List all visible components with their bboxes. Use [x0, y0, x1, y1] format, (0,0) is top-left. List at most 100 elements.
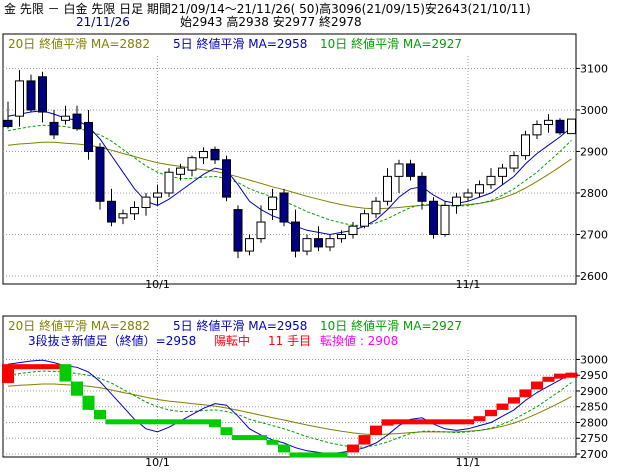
- renko-block: [508, 397, 520, 404]
- renko-block: [186, 419, 198, 425]
- renko-block: [462, 419, 474, 425]
- renko-block: [13, 364, 26, 370]
- renko-block: [117, 419, 129, 425]
- lower-y-tick-label: 2900: [580, 385, 608, 398]
- upper-x-tick-label: 10/1: [145, 278, 170, 291]
- candle-body: [61, 115, 70, 121]
- renko-block: [473, 416, 486, 422]
- renko-block: [255, 435, 267, 441]
- candle-body: [256, 221, 266, 240]
- candle-body: [417, 175, 427, 202]
- lower-y-tick-label: 3000: [580, 353, 608, 366]
- candle-body: [141, 196, 151, 209]
- renko-block: [554, 373, 566, 379]
- renko-block: [128, 419, 141, 425]
- candle-body: [544, 119, 553, 125]
- candle-body: [394, 163, 404, 177]
- renko-block: [197, 419, 210, 425]
- candle-body: [440, 204, 450, 235]
- upper-x-tick-label: 11/1: [456, 278, 481, 291]
- renko-block: [2, 364, 14, 384]
- upper-legend-ma10: 10日 終値平滑 MA=2927: [320, 36, 462, 51]
- lower-y-tick-label: 2800: [580, 416, 608, 429]
- renko-block: [209, 419, 221, 428]
- renko-block: [565, 372, 578, 378]
- renko-block: [324, 452, 336, 458]
- lower-blocks: [2, 364, 578, 458]
- lower-legend-ma5: 5日 終値平滑 MA=2958: [173, 318, 307, 333]
- candle-body: [532, 123, 542, 136]
- lower-y-tick-label: 2850: [580, 401, 608, 414]
- renko-block: [36, 364, 49, 370]
- renko-block: [416, 419, 428, 425]
- renko-block: [496, 403, 509, 410]
- renko-block: [48, 364, 60, 370]
- lower-y-ticks: 2700 2750 2800 2850 2900 2950 3000: [576, 353, 608, 461]
- upper-y-tick-label: 2800: [580, 187, 608, 200]
- header-title: 金 先限 － 白金 先限 日足 期間21/09/14～21/11/26( 50)…: [4, 1, 531, 16]
- candle-body: [567, 118, 576, 135]
- candle-body: [406, 163, 415, 177]
- renko-block: [358, 435, 371, 445]
- lower-x-tick-label: 10/1: [145, 456, 170, 469]
- renko-block: [59, 364, 72, 382]
- candle-body: [15, 80, 24, 117]
- candle-body: [26, 80, 36, 111]
- renko-block: [82, 395, 95, 410]
- upper-y-ticks: 2600 2700 2800 2900 3000 3100: [576, 62, 608, 283]
- candle-body: [348, 225, 358, 235]
- candle-body: [245, 238, 254, 252]
- renko-block: [151, 419, 164, 425]
- renko-block: [243, 435, 256, 441]
- candle-body: [176, 167, 185, 175]
- renko-block: [25, 364, 37, 370]
- renko-block: [140, 419, 152, 425]
- candle-body: [130, 207, 139, 215]
- upper-y-tick-label: 2700: [580, 228, 608, 241]
- renko-block: [163, 419, 175, 425]
- candle-body: [383, 175, 392, 202]
- upper-legend-ma5: 5日 終値平滑 MA=2958: [173, 36, 307, 51]
- renko-block: [542, 376, 555, 382]
- renko-block: [393, 419, 405, 425]
- lower-x-ticks: 10/1 11/1: [145, 456, 480, 469]
- renko-block: [289, 452, 302, 458]
- candle-body: [84, 121, 93, 152]
- candle-body: [325, 238, 335, 248]
- lower-plot-frame: [2, 315, 577, 458]
- candle-body: [509, 155, 519, 169]
- candle-body: [3, 119, 13, 128]
- candle-body: [555, 119, 565, 134]
- lower-y-tick-label: 2950: [580, 369, 608, 382]
- candle-body: [107, 200, 116, 223]
- renko-block: [232, 435, 244, 441]
- renko-block: [519, 389, 532, 398]
- upper-panel: 20日 終値平滑 MA=2882 5日 終値平滑 MA=2958 10日 終値平…: [2, 33, 608, 291]
- renko-block: [335, 452, 348, 458]
- candle-body: [498, 167, 507, 177]
- candle-body: [314, 238, 323, 248]
- header-date: 21/11/26: [76, 15, 130, 29]
- candle-body: [360, 213, 369, 227]
- upper-y-tick-label: 3100: [580, 62, 608, 75]
- upper-ma5-line: [7, 110, 572, 236]
- renko-block: [439, 419, 451, 425]
- renko-block: [427, 419, 440, 425]
- candle-body: [452, 196, 461, 206]
- candle-body: [337, 233, 346, 240]
- renko-block: [301, 452, 313, 458]
- renko-block: [450, 419, 463, 425]
- upper-legend-ma20: 20日 終値平滑 MA=2882: [8, 36, 150, 51]
- candle-body: [268, 196, 277, 211]
- candle-body: [475, 184, 484, 194]
- upper-candles: [3, 70, 576, 259]
- candle-body: [486, 175, 496, 186]
- candle-body: [187, 157, 197, 171]
- upper-y-tick-label: 2600: [580, 270, 608, 283]
- lower-info-count: 11 手目: [268, 334, 311, 348]
- renko-block: [266, 439, 279, 445]
- lower-grid: [3, 350, 576, 455]
- renko-block: [71, 381, 83, 396]
- lower-ma10-line: [7, 370, 572, 448]
